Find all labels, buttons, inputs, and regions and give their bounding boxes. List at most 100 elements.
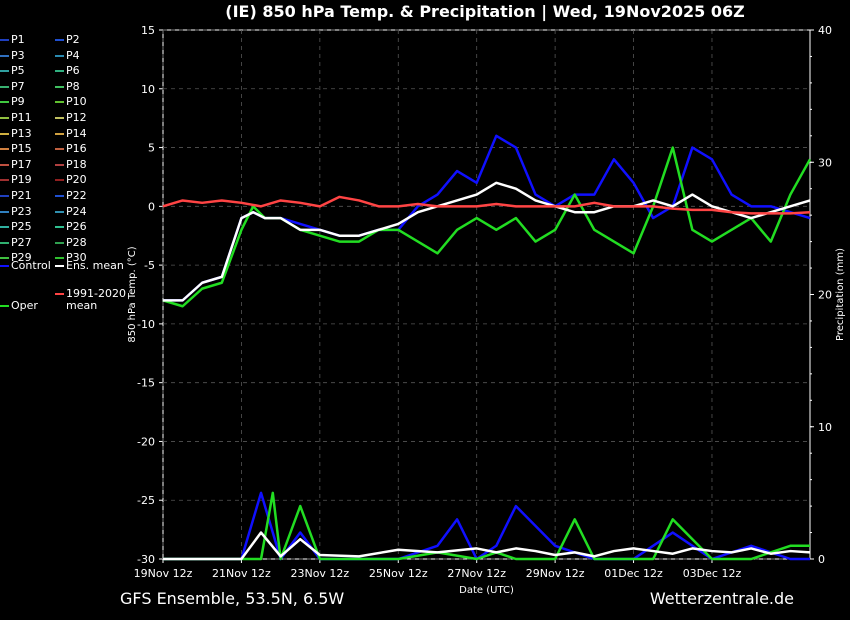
- legend-swatch: [0, 54, 9, 57]
- legend-swatch: [0, 305, 9, 307]
- legend-item: P20: [55, 173, 87, 186]
- legend-item: P6: [55, 64, 80, 77]
- legend-item: P5: [0, 64, 25, 77]
- legend-label: Control: [11, 259, 51, 272]
- legend-item: P4: [55, 49, 80, 62]
- legend-swatch: [0, 132, 9, 135]
- legend-item: P16: [55, 142, 87, 155]
- legend-label: 1991-2020: [66, 287, 126, 300]
- legend-item: P23: [0, 205, 32, 218]
- legend-label: P22: [66, 189, 87, 202]
- legend-label: P23: [11, 204, 32, 218]
- legend-label: Ens. mean: [66, 259, 124, 272]
- legend-label: P24: [66, 204, 87, 218]
- legend-swatch: [55, 226, 64, 229]
- legend-swatch: [0, 226, 9, 229]
- legend-swatch: [0, 163, 9, 166]
- legend-swatch: [0, 117, 9, 119]
- legend-item: P29: [0, 251, 32, 264]
- legend-label: P4: [66, 48, 80, 62]
- legend-item: P30: [55, 251, 87, 264]
- legend-control: Control: [0, 259, 51, 272]
- y-tick-label: -30: [137, 553, 155, 566]
- legend-swatch: [55, 117, 64, 119]
- legend-swatch: [0, 148, 9, 151]
- legend-label: P17: [11, 157, 32, 171]
- legend-item: P19: [0, 173, 32, 186]
- legend-item: P18: [55, 158, 87, 171]
- y2-tick-label: 0: [818, 553, 825, 566]
- legend-item: P28: [55, 236, 87, 249]
- legend-label: P18: [66, 157, 87, 171]
- y2-axis-label: Precipitation (mm): [835, 248, 846, 341]
- legend-swatch: [55, 39, 64, 41]
- legend-label: P11: [11, 111, 32, 124]
- x-axis-label: Date (UTC): [459, 585, 514, 596]
- x-tick-label: 03Dec 12z: [683, 567, 742, 580]
- x-tick-label: 27Nov 12z: [447, 567, 506, 580]
- model-location-label: GFS Ensemble, 53.5N, 6.5W: [120, 589, 345, 608]
- legend-swatch: [0, 210, 9, 213]
- legend-label: P6: [66, 64, 80, 78]
- legend-swatch: [0, 39, 9, 41]
- legend-swatch: [55, 210, 64, 213]
- legend-swatch: [55, 101, 64, 104]
- y-tick-label: 10: [141, 83, 155, 96]
- y-tick-label: 15: [141, 24, 155, 37]
- precip-line: [163, 531, 811, 561]
- legend-swatch: [0, 101, 9, 104]
- legend-label: P3: [11, 48, 25, 62]
- x-tick-label: 23Nov 12z: [290, 567, 349, 580]
- legend-label: P13: [11, 126, 32, 140]
- legend-swatch: [55, 132, 64, 135]
- legend-item: P9: [0, 95, 25, 108]
- legend-swatch: [0, 265, 9, 267]
- legend-label: P21: [11, 189, 32, 202]
- legend-item: P25: [0, 220, 32, 233]
- y-tick-label: 5: [148, 142, 155, 155]
- legend-swatch: [0, 241, 9, 244]
- legend-label: Oper: [11, 299, 38, 312]
- legend-item: P12: [55, 111, 87, 124]
- legend-swatch: [55, 85, 64, 88]
- legend-item: P10: [55, 95, 87, 108]
- legend-ensmean: Ens. mean: [55, 259, 124, 272]
- legend-swatch: [0, 85, 9, 88]
- x-tick-label: 01Dec 12z: [604, 567, 663, 580]
- legend-label: P5: [11, 64, 25, 78]
- y2-tick-label: 10: [818, 421, 832, 434]
- legend-item: P24: [55, 205, 87, 218]
- legend-swatch: [55, 163, 64, 166]
- y-tick-label: -25: [137, 494, 155, 507]
- legend-label: P15: [11, 142, 32, 156]
- legend-label: P20: [66, 173, 87, 187]
- legend-swatch: [55, 257, 64, 260]
- y2-tick-label: 40: [818, 24, 832, 37]
- legend-label: P25: [11, 220, 32, 234]
- legend-swatch: [55, 148, 64, 151]
- legend-item: P11: [0, 111, 32, 124]
- y-axis-label: 850 hPa Temp. (°C): [127, 246, 138, 342]
- legend-swatch: [0, 195, 9, 197]
- legend-label: P9: [11, 95, 25, 109]
- temp-line: [162, 195, 811, 215]
- legend-item: P2: [55, 33, 80, 46]
- legend-item: P13: [0, 127, 32, 140]
- legend-swatch: [55, 70, 64, 73]
- legend-label: P29: [11, 251, 32, 265]
- plot-frame: [162, 29, 811, 560]
- legend-swatch: [55, 293, 64, 295]
- legend-swatch: [55, 241, 64, 244]
- legend-climatology: 1991-2020 mean: [55, 287, 126, 311]
- legend-item: P15: [0, 142, 32, 155]
- legend-oper: Oper: [0, 299, 38, 312]
- legend-item: P1: [0, 33, 25, 46]
- legend-label-line2: mean: [66, 299, 98, 312]
- legend-label: P30: [66, 251, 87, 265]
- legend-swatch: [55, 265, 64, 267]
- x-tick-label: 21Nov 12z: [212, 567, 271, 580]
- y2-tick-label: 30: [818, 156, 832, 169]
- legend-label: P19: [11, 173, 32, 187]
- y-tick-label: 0: [148, 200, 155, 213]
